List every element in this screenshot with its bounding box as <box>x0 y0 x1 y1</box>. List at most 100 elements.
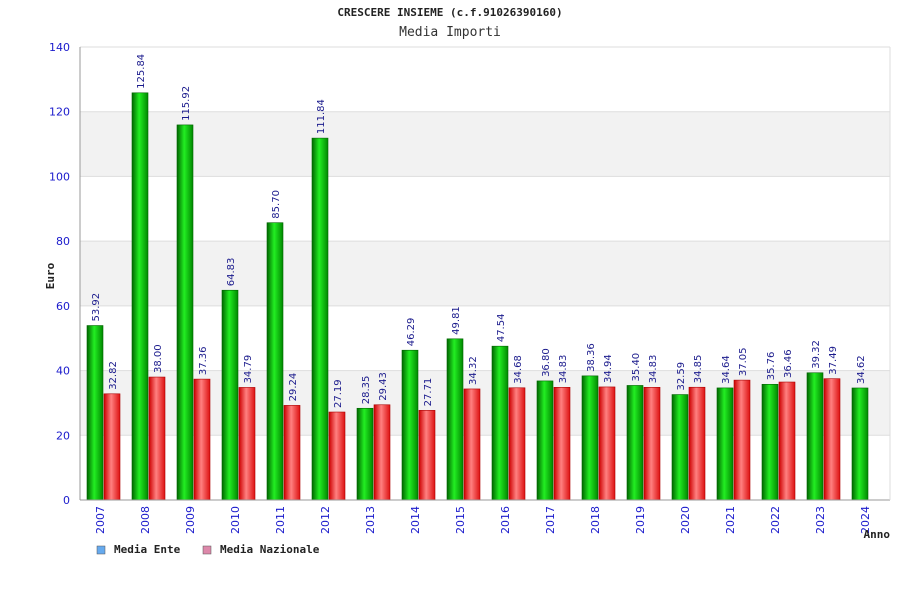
value-label: 53.92 <box>91 293 102 322</box>
bar-media-ente-2017 <box>536 380 554 501</box>
value-label: 47.54 <box>496 314 507 343</box>
bar-media-nazionale-2014 <box>418 410 436 501</box>
value-label: 38.36 <box>586 343 597 372</box>
x-tick-label: 2017 <box>544 506 557 534</box>
x-tick-label: 2011 <box>274 506 287 534</box>
bar-media-nazionale-2010 <box>238 387 256 501</box>
chart-subtitle: Media Importi <box>399 25 501 40</box>
value-label: 32.82 <box>108 361 119 390</box>
bar-media-ente-2014 <box>401 349 419 501</box>
value-label: 34.79 <box>243 355 254 384</box>
value-label: 29.43 <box>378 372 389 401</box>
value-label: 85.70 <box>271 190 282 219</box>
value-label: 27.71 <box>423 378 434 407</box>
y-tick-label: 80 <box>56 235 70 248</box>
value-label: 34.62 <box>856 355 867 384</box>
bar-media-nazionale-2009 <box>193 378 211 501</box>
legend-label-media-ente: Media Ente <box>114 543 181 556</box>
legend-label-media-nazionale: Media Nazionale <box>220 543 320 556</box>
bar-media-ente-2012 <box>311 137 329 501</box>
bar-media-nazionale-2017 <box>553 387 571 501</box>
x-tick-label: 2023 <box>814 506 827 534</box>
bar-media-ente-2016 <box>491 345 509 501</box>
bar-media-ente-2013 <box>356 407 374 501</box>
y-axis-title: Euro <box>44 262 57 289</box>
y-tick-label: 100 <box>49 170 70 183</box>
legend-swatch-media-ente <box>96 545 106 555</box>
bar-media-ente-2022 <box>761 383 779 501</box>
bar-media-ente-2007 <box>86 325 104 501</box>
value-label: 29.24 <box>288 373 299 402</box>
x-tick-label: 2007 <box>94 506 107 534</box>
value-label: 28.35 <box>361 376 372 405</box>
value-label: 27.19 <box>333 379 344 408</box>
bar-media-ente-2019 <box>626 385 644 501</box>
bar-media-ente-2021 <box>716 387 734 501</box>
axes <box>79 47 891 501</box>
y-tick-label: 60 <box>56 300 70 313</box>
value-label: 46.29 <box>406 318 417 347</box>
value-label: 37.49 <box>828 346 839 375</box>
bar-media-ente-2015 <box>446 338 464 501</box>
bar-media-nazionale-2012 <box>328 411 346 501</box>
value-label: 38.00 <box>153 344 164 373</box>
value-label: 34.68 <box>513 355 524 384</box>
value-label: 34.32 <box>468 356 479 385</box>
bar-media-nazionale-2011 <box>283 405 301 501</box>
bar-media-ente-2010 <box>221 289 239 501</box>
grid-band <box>80 370 890 436</box>
x-tick-labels: 2007 2008 2009 2010 2011 2012 2013 2014 2015 2016… <box>94 506 872 534</box>
grid-band <box>80 241 890 306</box>
bar-media-ente-2024 <box>851 387 869 501</box>
value-label: 36.80 <box>541 348 552 377</box>
bar-media-nazionale-2013 <box>373 404 391 501</box>
x-tick-label: 2015 <box>454 506 467 534</box>
chart-title: CRESCERE INSIEME (c.f.91026390160) <box>337 6 563 19</box>
x-tick-label: 2009 <box>184 506 197 534</box>
x-tick-label: 2024 <box>859 506 872 534</box>
y-tick-label: 120 <box>49 106 70 119</box>
x-tick-label: 2010 <box>229 506 242 534</box>
y-tick-labels: 0 20 40 60 80 100 120 140 <box>49 41 70 507</box>
value-label: 37.05 <box>738 347 749 376</box>
value-label: 37.36 <box>198 346 209 375</box>
value-label: 111.84 <box>316 99 327 134</box>
value-label: 34.83 <box>648 355 659 384</box>
y-tick-label: 0 <box>63 494 70 507</box>
x-tick-label: 2019 <box>634 506 647 534</box>
x-tick-label: 2016 <box>499 506 512 534</box>
bar-media-ente-2008 <box>131 92 149 501</box>
bar-media-ente-2020 <box>671 394 689 501</box>
value-label: 64.83 <box>226 258 237 287</box>
x-tick-label: 2013 <box>364 506 377 534</box>
x-tick-label: 2012 <box>319 506 332 534</box>
bar-media-nazionale-2016 <box>508 387 526 501</box>
value-label: 34.85 <box>693 355 704 384</box>
x-tick-label: 2008 <box>139 506 152 534</box>
bar-media-nazionale-2020 <box>688 386 706 501</box>
y-tick-label: 140 <box>49 41 70 54</box>
value-label: 36.46 <box>783 349 794 378</box>
legend: Media Ente Media Nazionale <box>96 543 320 556</box>
bar-media-nazionale-2015 <box>463 388 481 501</box>
bar-media-nazionale-2023 <box>823 378 841 501</box>
value-label: 34.64 <box>721 355 732 384</box>
bar-media-nazionale-2007 <box>103 393 121 501</box>
x-tick-label: 2014 <box>409 506 422 534</box>
bar-media-ente-2023 <box>806 372 824 501</box>
bar-media-nazionale-2021 <box>733 379 751 501</box>
value-label: 115.92 <box>181 86 192 121</box>
bar-media-nazionale-2018 <box>598 386 616 501</box>
value-label: 39.32 <box>811 340 822 369</box>
grid-bands <box>80 111 890 436</box>
value-label: 34.83 <box>558 355 569 384</box>
x-tick-label: 2022 <box>769 506 782 534</box>
bar-media-nazionale-2022 <box>778 381 796 501</box>
x-tick-label: 2018 <box>589 506 602 534</box>
value-label: 49.81 <box>451 306 462 335</box>
value-label: 125.84 <box>136 54 147 89</box>
x-tick-label: 2021 <box>724 506 737 534</box>
bars <box>86 92 869 501</box>
x-axis-title: Anno <box>864 528 891 541</box>
